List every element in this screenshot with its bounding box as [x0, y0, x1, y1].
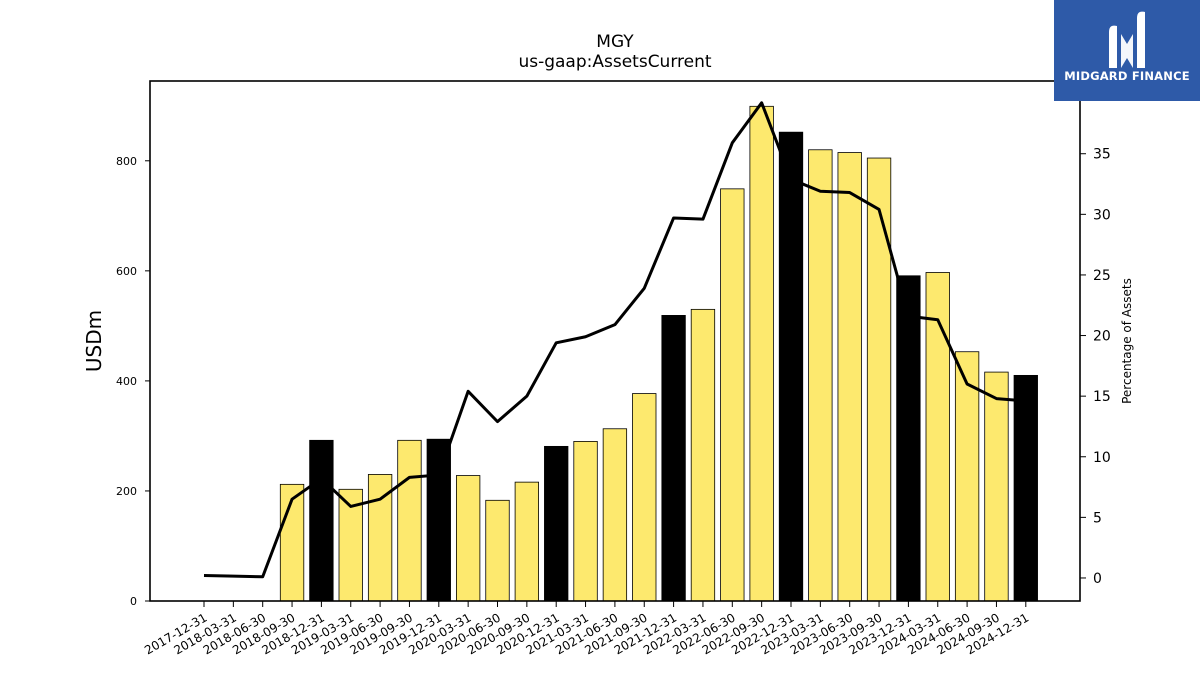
bar-2024-09-30: [984, 371, 1009, 602]
bar-2021-06-30: [602, 428, 628, 602]
logo-text: MIDGARD FINANCE: [1064, 69, 1190, 83]
bar-2021-03-31: [573, 441, 598, 602]
percentage-line: [203, 101, 1026, 579]
y-axis-label: USDm: [82, 310, 106, 372]
bar-2021-12-31: [661, 315, 686, 602]
bar-2023-09-30: [866, 157, 892, 602]
y2-tick-label-10: 10: [1093, 450, 1111, 466]
bar-2020-12-31: [544, 445, 569, 602]
bar-2020-03-31: [455, 475, 481, 602]
bar-2022-09-30: [749, 105, 774, 602]
bar-2023-12-31: [896, 275, 921, 602]
bar-2020-09-30: [514, 481, 539, 602]
y2-tick-label-15: 15: [1093, 389, 1111, 405]
bar-2022-03-31: [690, 308, 716, 602]
bar-2020-06-30: [485, 499, 510, 602]
y-tick-label-600: 600: [116, 265, 137, 278]
y2-tick-label-5: 5: [1093, 510, 1102, 526]
bar-2021-09-30: [632, 393, 657, 602]
bar-2019-09-30: [397, 439, 422, 602]
y-tick-label-400: 400: [116, 375, 137, 388]
y2-tick-label-30: 30: [1093, 207, 1111, 223]
bar-2024-12-31: [1013, 374, 1038, 602]
bar-2023-06-30: [837, 152, 862, 602]
bar-2022-12-31: [778, 131, 804, 602]
y-tick-label-0: 0: [130, 595, 137, 608]
y2-axis-label: Percentage of Assets: [1120, 278, 1134, 404]
y-tick-label-800: 800: [116, 155, 137, 168]
y2-tick-label-25: 25: [1093, 268, 1111, 284]
chart-subtitle: us-gaap:AssetsCurrent: [518, 52, 712, 72]
bar-2018-12-31: [309, 439, 334, 602]
y2-tick-label-35: 35: [1093, 147, 1111, 163]
y-tick-label-200: 200: [116, 485, 137, 498]
midgard-finance-logo: MIDGARD FINANCE: [1054, 0, 1200, 101]
chart-title: MGY: [596, 32, 634, 52]
bar-2022-06-30: [720, 188, 745, 602]
bar-2019-12-31: [426, 438, 451, 602]
y2-tick-label-20: 20: [1093, 329, 1111, 345]
logo-mark-icon: [1109, 11, 1145, 69]
bar-2023-03-31: [808, 149, 833, 602]
y2-tick-label-0: 0: [1093, 571, 1102, 587]
